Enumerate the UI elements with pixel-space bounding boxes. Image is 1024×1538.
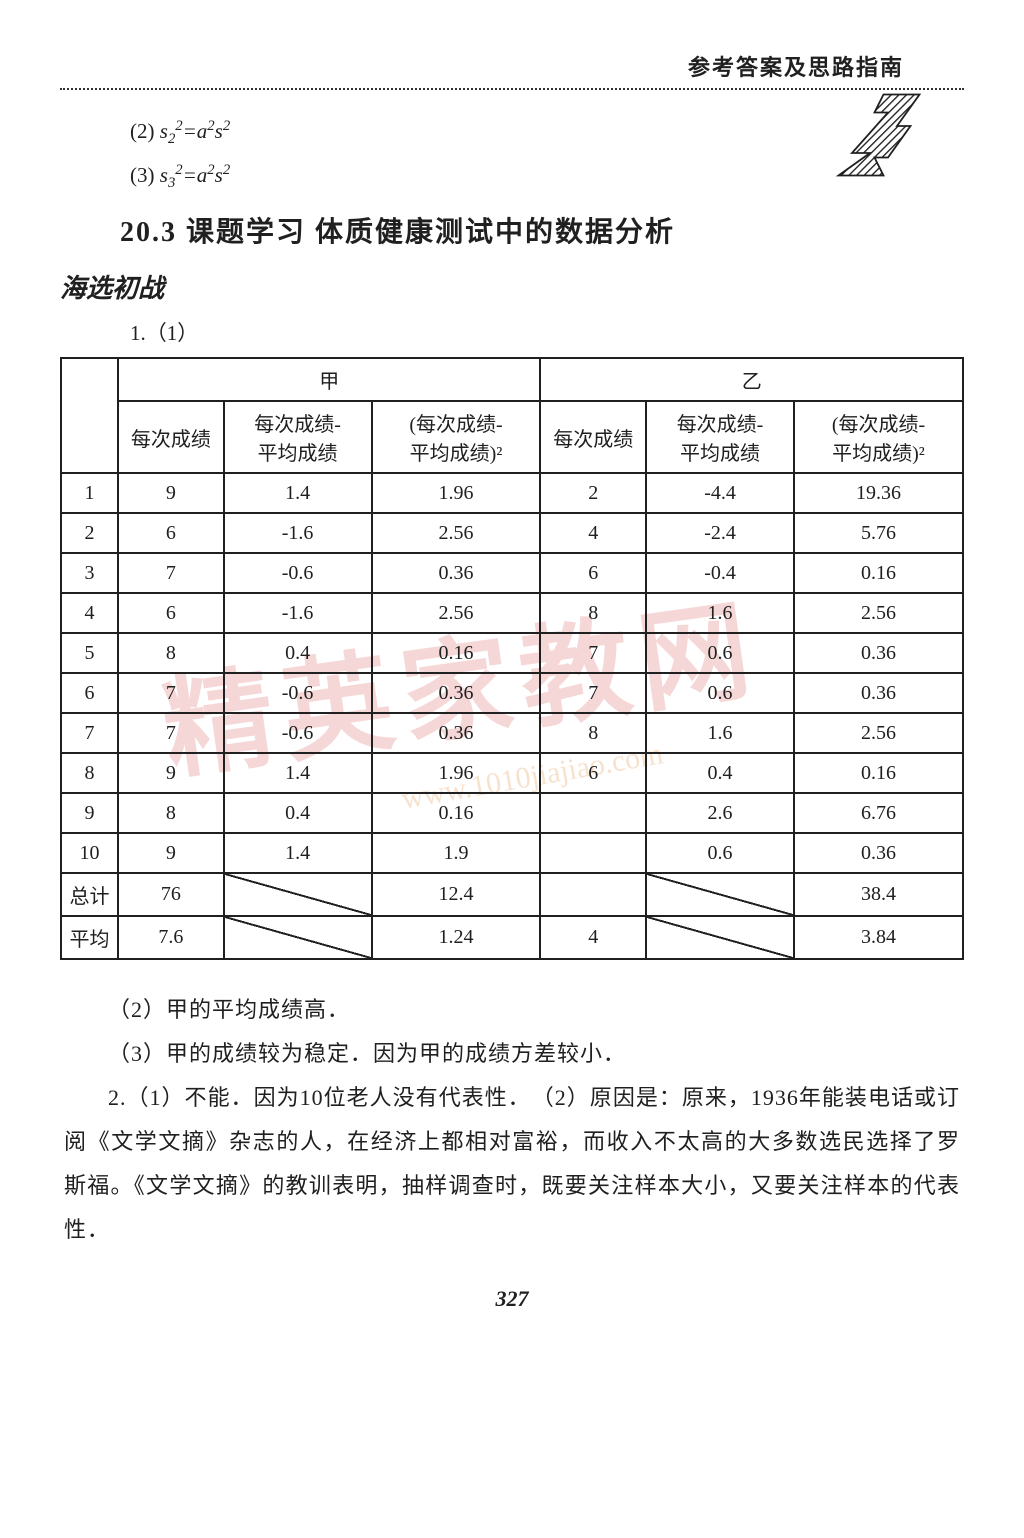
- table-row: 891.41.9660.40.16: [61, 753, 963, 793]
- col-header: (每次成绩- 平均成绩)²: [794, 401, 963, 473]
- col-header: (每次成绩- 平均成绩)²: [372, 401, 541, 473]
- table-header-row-2: 每次成绩 每次成绩- 平均成绩 (每次成绩- 平均成绩)² 每次成绩 每次成绩-…: [61, 401, 963, 473]
- section-title: 20.3 课题学习 体质健康测试中的数据分析: [60, 210, 964, 250]
- page-header: 参考答案及思路指南: [60, 50, 964, 82]
- table-row: 77-0.60.3681.62.56: [61, 713, 963, 753]
- col-header: 每次成绩- 平均成绩: [224, 401, 372, 473]
- table-row: 191.41.962-4.419.36: [61, 473, 963, 513]
- table-row: 1091.41.90.60.36: [61, 833, 963, 873]
- col-header: 每次成绩: [540, 401, 646, 473]
- sub-heading: 海选初战: [60, 268, 964, 305]
- table-row: 980.40.162.66.76: [61, 793, 963, 833]
- data-table: 甲 乙 每次成绩 每次成绩- 平均成绩 (每次成绩- 平均成绩)² 每次成绩 每…: [60, 357, 964, 960]
- answer-1-2: （2）甲的平均成绩高．: [60, 988, 964, 1032]
- table-header-row-1: 甲 乙: [61, 358, 963, 401]
- corner-cell: [61, 358, 118, 473]
- table-row: 580.40.1670.60.36: [61, 633, 963, 673]
- arrow-icon: [834, 90, 924, 180]
- table-row: 26-1.62.564-2.45.76: [61, 513, 963, 553]
- answer-1-3: （3）甲的成绩较为稳定．因为甲的成绩方差较小．: [60, 1032, 964, 1076]
- table-row-avg: 平均7.61.2443.84: [61, 916, 963, 959]
- col-header: 每次成绩: [118, 401, 224, 473]
- formula-3: (3) s32=a2s2: [60, 162, 964, 192]
- formula-2: (2) s22=a2s2: [60, 118, 964, 148]
- table-row: 67-0.60.3670.60.36: [61, 673, 963, 713]
- page-number: 327: [60, 1286, 964, 1312]
- question-1-label: 1.（1）: [60, 317, 964, 347]
- divider: [60, 88, 964, 90]
- table-row: 37-0.60.366-0.40.16: [61, 553, 963, 593]
- table-row: 46-1.62.5681.62.56: [61, 593, 963, 633]
- table-row-total: 总计7612.438.4: [61, 873, 963, 916]
- group-header-yi: 乙: [540, 358, 963, 401]
- col-header: 每次成绩- 平均成绩: [646, 401, 794, 473]
- answer-2: 2.（1）不能．因为10位老人没有代表性． （2）原因是：原来，1936年能装电…: [60, 1076, 964, 1252]
- group-header-jia: 甲: [118, 358, 540, 401]
